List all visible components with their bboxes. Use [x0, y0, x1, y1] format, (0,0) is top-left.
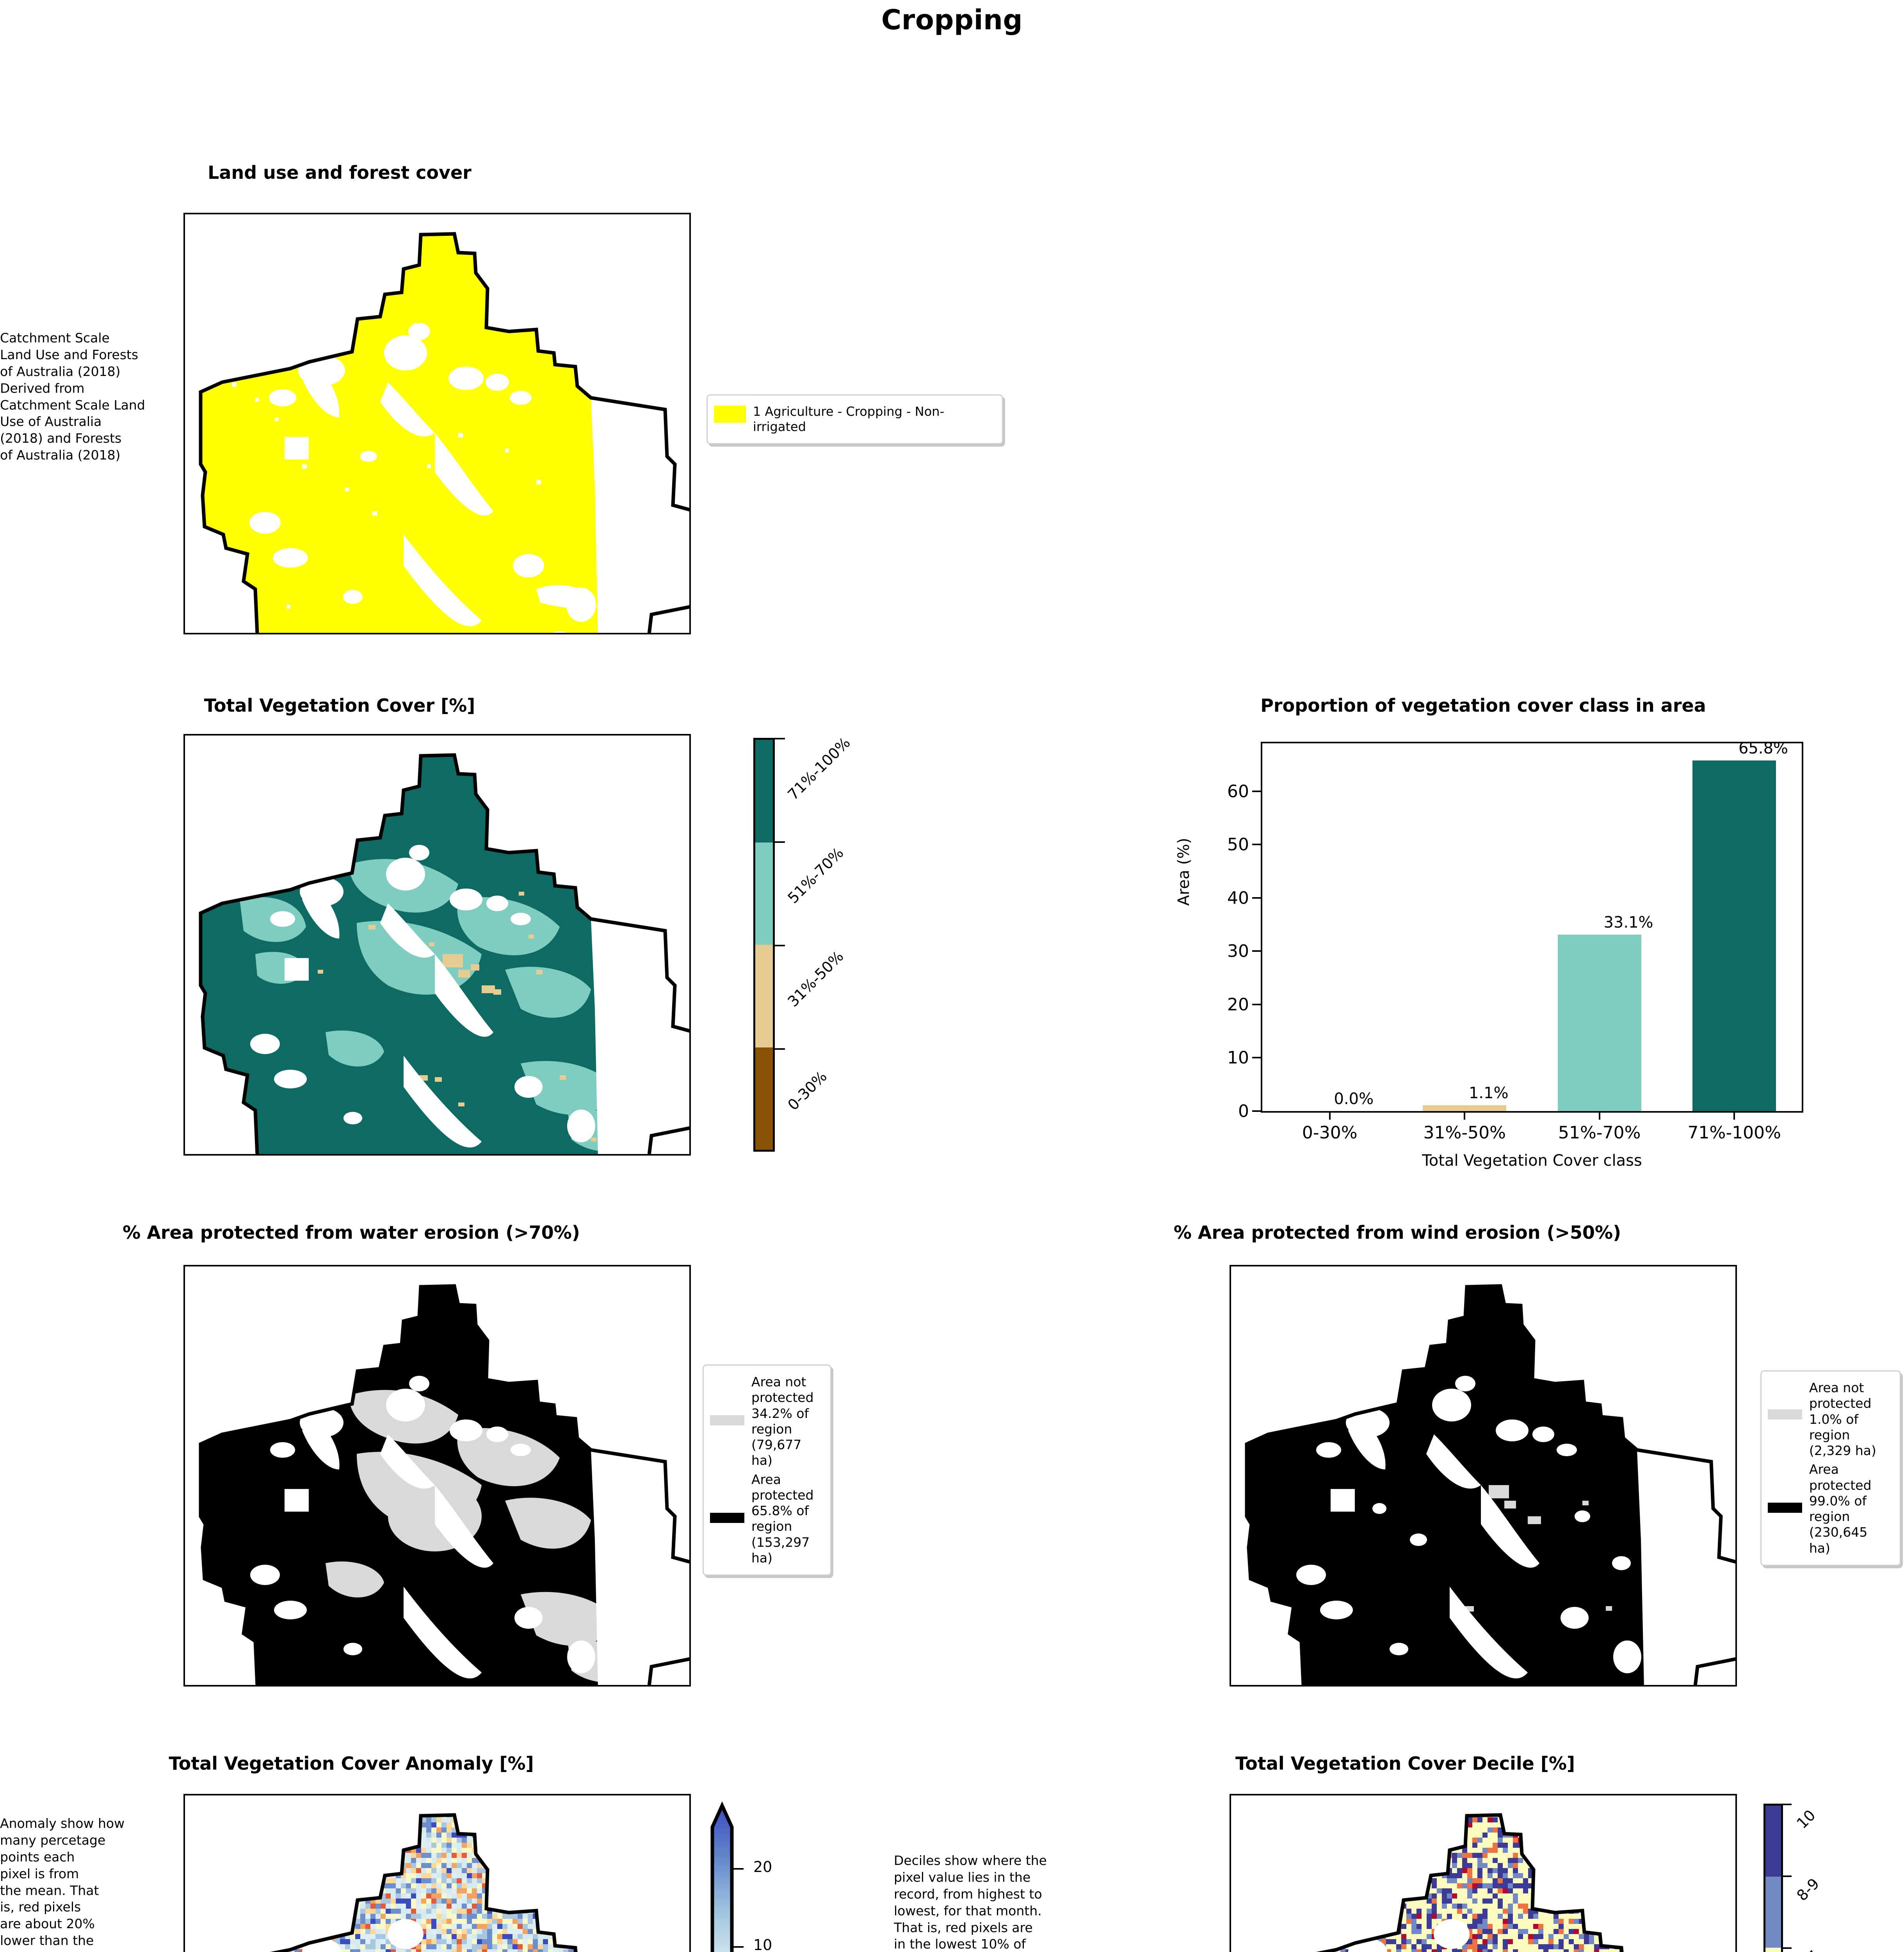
y-tick-label-20: 20 [1227, 994, 1249, 1015]
panel-title-vegcover: Total Vegetation Cover [%] [204, 695, 475, 716]
bar-71%-100% [1692, 760, 1776, 1111]
cb-seg-71-100 [755, 740, 773, 842]
y-tick-label-10: 10 [1227, 1048, 1249, 1068]
colorbar-decile [1763, 1804, 1783, 1952]
y-tick-30 [1252, 950, 1261, 952]
cb-label-31-50: 31%-50% [784, 948, 847, 1010]
cb-seg-8-9 [1765, 1877, 1781, 1948]
x-tick-label-31%-50%: 31%-50% [1423, 1123, 1506, 1143]
cb-anom-label-20: 20 [753, 1858, 772, 1875]
y-tick-label-0: 0 [1238, 1101, 1249, 1121]
legend-item: 1 Agriculture - Cropping - Non-irrigated [714, 404, 996, 435]
x-tick-51%-70% [1598, 1111, 1600, 1120]
water-erosion-legend: Area not protected 34.2% of region (79,6… [703, 1364, 831, 1576]
bar-31%-50% [1423, 1105, 1507, 1111]
legend-item: Area not protected 1.0% of region (2,329… [1768, 1380, 1893, 1459]
panel-title-water-erosion: % Area protected from water erosion (>70… [123, 1222, 580, 1243]
landuse-map-svg [199, 232, 689, 633]
cb-seg-0-30 [755, 1047, 773, 1150]
y-tick-label-60: 60 [1227, 781, 1249, 801]
y-tick-label-50: 50 [1227, 835, 1249, 855]
legend-item: Area protected 99.0% of region (230,645 … [1768, 1462, 1893, 1556]
legend-item-label: Area not protected 34.2% of region (79,6… [751, 1374, 814, 1468]
y-tick-10 [1252, 1057, 1261, 1059]
cb-seg-10 [1765, 1806, 1781, 1877]
landuse-legend: 1 Agriculture - Cropping - Non-irrigated [706, 394, 1003, 445]
cb-dec-label-4-7: 4-7 [1793, 1947, 1822, 1952]
legend-item-label: 1 Agriculture - Cropping - Non-irrigated [753, 404, 945, 435]
y-tick-60 [1252, 790, 1261, 792]
bar-value-label-51%-70%: 33.1% [1603, 914, 1653, 932]
chart-xlabel: Total Vegetation Cover class [1422, 1152, 1642, 1170]
y-tick-40 [1252, 897, 1261, 899]
landuse-swatch-icon [714, 406, 746, 423]
cb-anom-label-10: 10 [753, 1936, 772, 1952]
cb-label-51-70: 51%-70% [784, 844, 847, 907]
cb-label-0-30: 0-30% [784, 1067, 831, 1114]
x-tick-label-51%-70%: 51%-70% [1558, 1123, 1641, 1143]
cb-seg-51-70 [755, 842, 773, 945]
cb-seg-31-50 [755, 945, 773, 1047]
cb-dec-label-10: 10 [1793, 1806, 1819, 1832]
decile-note: Deciles show where the pixel value lies … [894, 1853, 1047, 1952]
bar-value-label-31%-50%: 1.1% [1468, 1084, 1509, 1102]
colorbar-vegcover-ticks [775, 738, 787, 1152]
landuse-source-note: Catchment Scale Land Use and Forests of … [0, 330, 145, 463]
not-protected-swatch-icon [710, 1415, 744, 1425]
x-tick-label-0-30%: 0-30% [1302, 1123, 1358, 1143]
y-tick-label-30: 30 [1227, 941, 1249, 962]
map-landuse[interactable] [183, 213, 691, 634]
legend-item: Area protected 65.8% of region (153,297 … [710, 1472, 824, 1566]
panel-title-wind-erosion: % Area protected from wind erosion (>50%… [1173, 1222, 1621, 1243]
x-tick-71%-100% [1733, 1111, 1735, 1120]
not-protected-swatch-icon [1768, 1409, 1802, 1419]
y-tick-50 [1252, 844, 1261, 846]
vegcover-map-svg [199, 753, 689, 1154]
legend-item-label: Area protected 65.8% of region (153,297 … [751, 1471, 814, 1566]
bar-value-label-71%-100%: 65.8% [1738, 739, 1788, 757]
bar-value-label-0-30%: 0.0% [1334, 1090, 1374, 1108]
y-tick-0 [1252, 1110, 1261, 1112]
map-water-erosion[interactable] [183, 1265, 691, 1687]
x-tick-label-71%-100%: 71%-100% [1687, 1123, 1781, 1143]
legend-item-label: Area protected 99.0% of region (230,645 … [1809, 1462, 1872, 1556]
cb-label-71-100: 71%-100% [784, 734, 854, 803]
x-tick-31%-50% [1464, 1111, 1466, 1120]
decile-map-svg [1247, 1813, 1735, 1952]
wind-erosion-map-svg [1245, 1284, 1735, 1685]
wind-erosion-legend: Area not protected 1.0% of region (2,329… [1760, 1370, 1901, 1566]
chart-ylabel: Area (%) [1175, 838, 1193, 906]
water-erosion-map-svg [199, 1284, 689, 1685]
page-title: Cropping [881, 4, 1023, 36]
legend-item-label: Area not protected 1.0% of region (2,329… [1809, 1380, 1876, 1458]
colorbar-anomaly-ticks [733, 1798, 747, 1952]
anomaly-map-svg [201, 1813, 689, 1952]
protected-swatch-icon [1768, 1503, 1802, 1513]
panel-title-anomaly: Total Vegetation Cover Anomaly [%] [169, 1753, 534, 1774]
panel-title-decile: Total Vegetation Cover Decile [%] [1235, 1753, 1575, 1774]
protected-swatch-icon [710, 1512, 744, 1523]
y-tick-label-40: 40 [1227, 888, 1249, 908]
colorbar-anomaly-svg [710, 1801, 734, 1952]
bar-chart[interactable]: 0 10 20 30 40 50 60 0.0% 1.1% 33.1% 65.8% 0-30% 31… [1151, 739, 1807, 1170]
chart-bars: 0.0% 1.1% 33.1% 65.8% [1262, 739, 1802, 1111]
anomaly-note: Anomaly show how many percetage points e… [0, 1816, 125, 1952]
colorbar-vegcover [753, 738, 775, 1152]
map-anomaly[interactable] [183, 1794, 691, 1952]
map-wind-erosion[interactable] [1230, 1265, 1737, 1687]
map-decile[interactable] [1230, 1794, 1737, 1952]
cb-dec-label-8-9: 8-9 [1793, 1875, 1823, 1904]
legend-item: Area not protected 34.2% of region (79,6… [710, 1374, 824, 1469]
bar-51%-70% [1557, 935, 1641, 1111]
colorbar-anomaly [708, 1798, 736, 1952]
map-vegetation-cover[interactable] [183, 734, 691, 1156]
cb-seg-4-7 [1765, 1948, 1781, 1952]
chart-title: Proportion of vegetation cover class in … [1260, 695, 1706, 716]
panel-title-landuse: Land use and forest cover [208, 162, 472, 183]
x-tick-0-30% [1329, 1111, 1331, 1120]
y-tick-20 [1252, 1003, 1261, 1005]
colorbar-decile-ticks [1781, 1804, 1795, 1952]
